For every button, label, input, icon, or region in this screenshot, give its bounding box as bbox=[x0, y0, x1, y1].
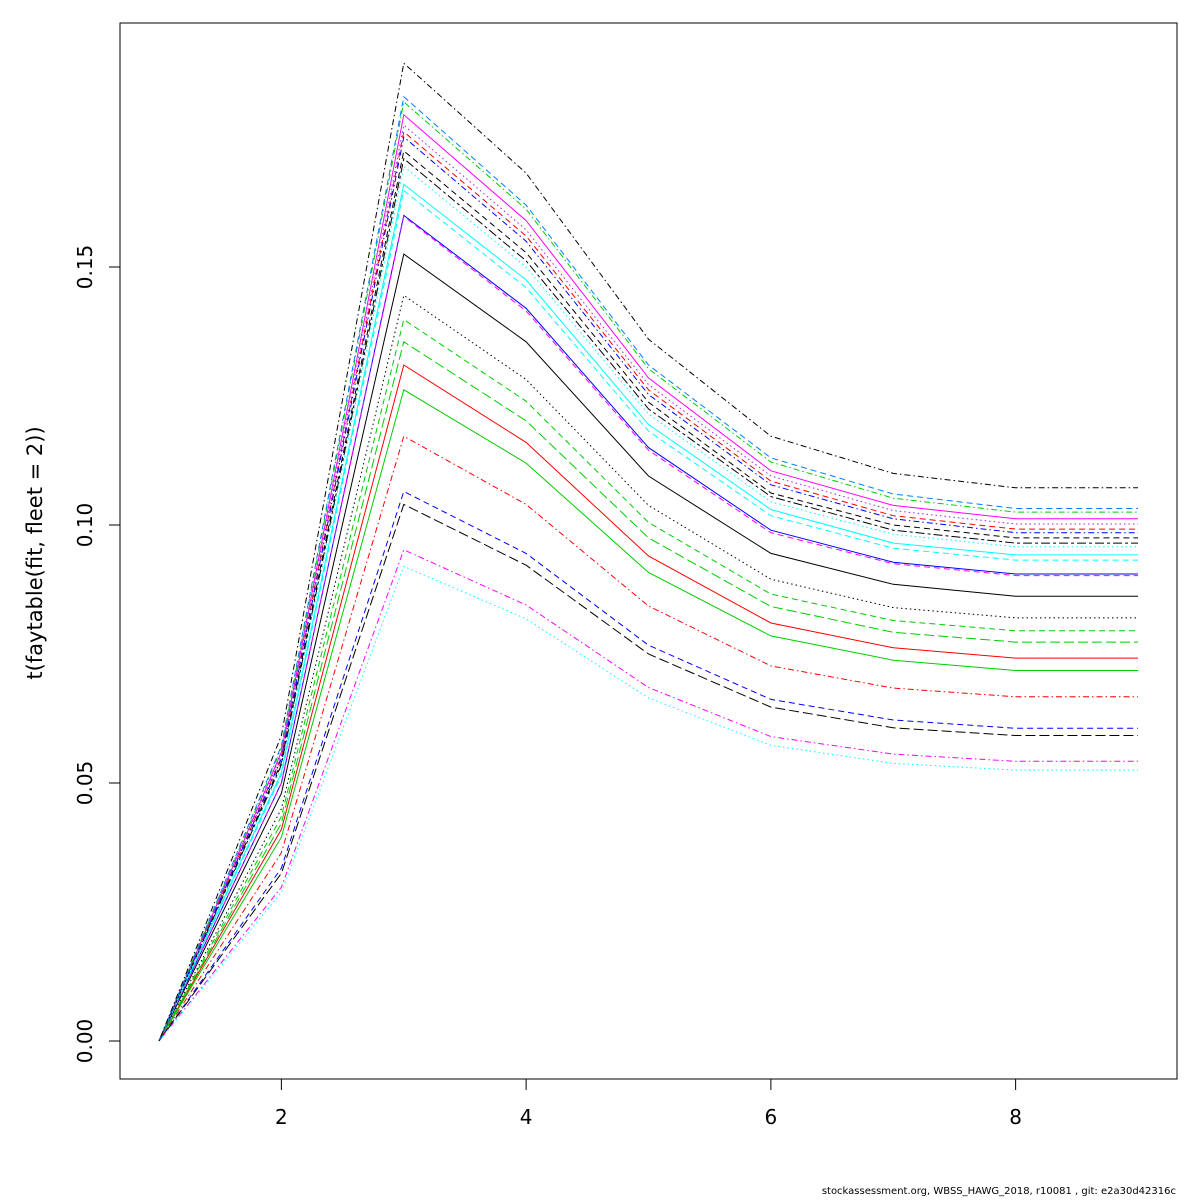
series-line-13 bbox=[158, 549, 1138, 1042]
series-line-16 bbox=[158, 189, 1138, 1042]
footer-credit: stockassessment.org, WBSS_HAWG_2018, r10… bbox=[821, 1186, 1176, 1197]
series-line-21 bbox=[158, 165, 1138, 1042]
x-tick-label: 6 bbox=[765, 1105, 778, 1129]
y-tick-label: 0.10 bbox=[73, 503, 97, 548]
series-line-10 bbox=[158, 435, 1138, 1042]
series-line-11 bbox=[158, 490, 1138, 1042]
y-axis: 0.00 0.05 0.10 0.15 bbox=[73, 245, 121, 1064]
series-line-18 bbox=[158, 149, 1138, 1042]
series-line-8 bbox=[158, 318, 1138, 1042]
x-tick-label: 8 bbox=[1009, 1105, 1022, 1129]
series-line-5 bbox=[158, 183, 1138, 1042]
y-tick-label: 0.15 bbox=[73, 245, 97, 290]
x-tick-label: 4 bbox=[520, 1105, 533, 1129]
series-line-24 bbox=[158, 95, 1138, 1042]
series-line-2 bbox=[158, 364, 1138, 1042]
series-line-23 bbox=[158, 100, 1138, 1042]
series-line-9 bbox=[158, 341, 1138, 1042]
x-axis: 2 4 6 8 bbox=[275, 1078, 1022, 1129]
series-line-1 bbox=[158, 253, 1138, 1042]
series-line-17 bbox=[158, 130, 1138, 1042]
series-line-3 bbox=[158, 389, 1138, 1042]
y-tick-label: 0.00 bbox=[73, 1019, 97, 1064]
y-tick-label: 0.05 bbox=[73, 761, 97, 806]
series-line-19 bbox=[158, 157, 1138, 1042]
series-line-22 bbox=[158, 124, 1138, 1042]
series-line-6 bbox=[158, 113, 1138, 1042]
x-tick-label: 2 bbox=[275, 1105, 288, 1129]
series-line-14 bbox=[158, 565, 1138, 1042]
series-line-15 bbox=[158, 215, 1138, 1042]
series-line-20 bbox=[158, 136, 1138, 1042]
plot-frame bbox=[119, 22, 1178, 1080]
series-line-12 bbox=[158, 503, 1138, 1042]
y-axis-title: t(faytable(fit, fleet = 2)) bbox=[23, 426, 47, 679]
series-layer bbox=[158, 62, 1138, 1042]
series-line-25 bbox=[158, 62, 1138, 1042]
series-line-4 bbox=[158, 214, 1138, 1042]
